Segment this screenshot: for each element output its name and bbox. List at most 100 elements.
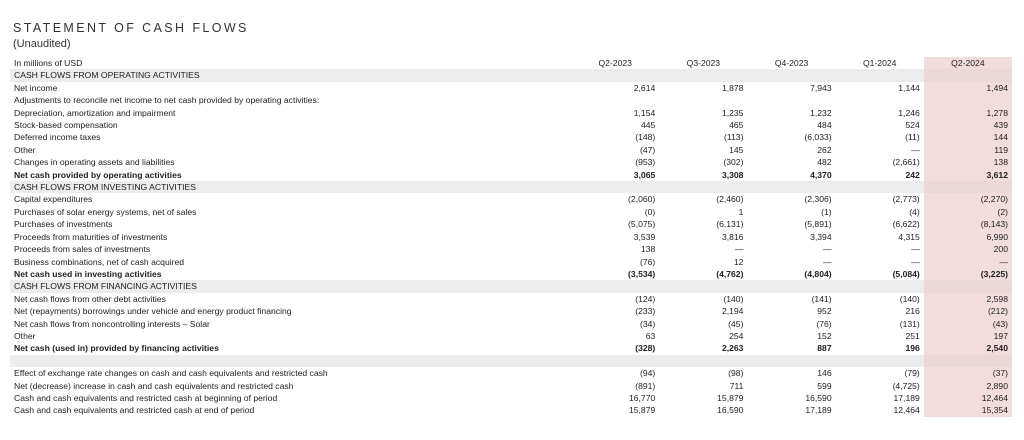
table-row: CASH FLOWS FROM INVESTING ACTIVITIES [10, 181, 1012, 194]
value-cell: (140) [723, 293, 744, 304]
row-label: Net cash flows from noncontrolling inter… [14, 318, 210, 329]
value-cell: 1,154 [633, 107, 656, 118]
value-cell: 711 [729, 380, 744, 391]
value-cell: 63 [645, 330, 656, 341]
table-row: Proceeds from sales of investments 138 — — —… [10, 243, 1012, 256]
value-cell: 445 [640, 120, 656, 131]
row-label: Depreciation, amortization and impairmen… [14, 107, 176, 118]
value-cell: (2,661) [892, 157, 920, 168]
value-cell-highlighted: 1,278 [923, 106, 1012, 120]
value-cell-highlighted: 2,540 [923, 342, 1012, 355]
row-label: Cash and cash equivalents and restricted… [14, 392, 278, 403]
section-heading: CASH FLOWS FROM FINANCING ACTIVITIES [10, 280, 572, 293]
period-header: Q2-2023 [598, 58, 632, 68]
value-cell [747, 280, 836, 293]
table-row: Business combinations, net of cash acqui… [10, 255, 1012, 268]
value-cell: — [823, 244, 832, 255]
table-row: Proceeds from maturities of investments 3… [10, 230, 1012, 244]
value-cell-highlighted: 15,354 [923, 404, 1012, 417]
value-cell [571, 181, 660, 194]
value-cell-highlighted: 12,464 [923, 391, 1012, 405]
value-cell: 12,464 [893, 405, 920, 416]
value-cell-highlighted: 197 [923, 329, 1012, 343]
value-cell-highlighted: 138 [923, 156, 1012, 169]
value-cell-highlighted: (212) [923, 305, 1012, 318]
period-header-highlighted: Q2-2024 [923, 57, 1012, 70]
value-cell-highlighted: (2) [923, 205, 1012, 219]
value-cell: 1,878 [721, 82, 744, 93]
value-cell: (1) [821, 206, 832, 217]
value-cell-highlighted: (8,143) [923, 218, 1012, 231]
value-cell: (0) [644, 206, 656, 217]
value-cell: 599 [817, 380, 832, 391]
value-cell: (2,773) [892, 194, 920, 205]
value-cell [571, 354, 660, 368]
value-cell: (233) [635, 306, 656, 317]
value-cell: (79) [904, 368, 920, 379]
value-cell: (34) [639, 318, 656, 329]
table-row: Net cash provided by operating activitie… [10, 168, 1012, 182]
value-cell: (141) [811, 293, 832, 304]
value-cell-highlighted: 119 [923, 143, 1012, 157]
value-cell-highlighted: (2,270) [923, 193, 1012, 206]
row-label: Net cash used in investing activities [14, 268, 162, 279]
value-cell: 17,189 [805, 405, 832, 416]
value-cell: (6,622) [892, 219, 920, 230]
value-cell: (45) [728, 318, 744, 329]
value-cell: (4,725) [892, 380, 920, 391]
value-cell-highlighted: 3,612 [923, 168, 1012, 182]
value-cell: 3,065 [633, 169, 656, 180]
value-cell-highlighted: 439 [923, 119, 1012, 132]
table-row: Cash and cash equivalents and restricted… [10, 391, 1012, 405]
value-cell: 4,315 [898, 231, 920, 242]
table-row: Net income 2,614 1,878 7,943 1,144 1,494 [10, 81, 1012, 95]
row-label: Other [14, 330, 36, 341]
value-cell: — [734, 244, 744, 255]
value-cell: 254 [729, 330, 744, 341]
table-row: Adjustments to reconcile net income to n… [10, 94, 1012, 107]
row-label: Net cash flows from other debt activitie… [14, 293, 166, 304]
value-cell: 1,235 [721, 107, 744, 118]
value-cell-highlighted: 1,494 [923, 81, 1012, 95]
row-label: Net cash provided by operating activitie… [14, 169, 182, 180]
value-cell: (953) [635, 157, 656, 168]
value-cell: (4,762) [716, 268, 744, 279]
table-row: Changes in operating assets and liabilit… [10, 156, 1012, 169]
statement-title: STATEMENT OF CASH FLOWS [13, 21, 249, 35]
value-cell: 152 [817, 330, 832, 341]
table-row: Purchases of investments (5,075) (6,131) (5… [10, 218, 1012, 231]
value-cell: 887 [817, 343, 832, 354]
value-cell [835, 280, 924, 293]
value-cell: 3,816 [721, 231, 744, 242]
value-cell: 15,879 [628, 405, 656, 416]
table-row: Net (decrease) increase in cash and cash… [10, 379, 1012, 392]
value-cell: 1,232 [810, 107, 832, 118]
table-row: Other 63 254 152 251 197 [10, 329, 1012, 343]
value-cell: 12 [733, 256, 744, 267]
value-cell: (140) [899, 293, 920, 304]
value-cell: (11) [905, 132, 920, 143]
table-row: Net cash used in investing activities (3,… [10, 267, 1012, 281]
value-cell: (113) [724, 132, 744, 143]
value-cell: 2,614 [633, 82, 656, 93]
value-cell: 216 [905, 306, 920, 317]
value-cell: (4) [909, 206, 920, 217]
value-cell: 145 [729, 144, 744, 155]
row-label: Proceeds from maturities of investments [14, 231, 168, 242]
section-heading: CASH FLOWS FROM OPERATING ACTIVITIES [10, 69, 572, 82]
row-label: Capital expenditures [14, 194, 93, 205]
units-label: In millions of USD [14, 58, 83, 68]
value-cell [747, 94, 835, 106]
table-row: Depreciation, amortization and impairmen… [10, 106, 1012, 120]
section-heading: CASH FLOWS FROM INVESTING ACTIVITIES [10, 181, 572, 194]
value-cell-highlighted [923, 354, 1012, 368]
table-row: Net cash flows from other debt activitie… [10, 292, 1012, 306]
value-cell [571, 69, 660, 82]
value-cell: 196 [905, 343, 920, 354]
period-header: Q4-2023 [774, 58, 809, 68]
row-label: Purchases of solar energy systems, net o… [14, 206, 197, 217]
value-cell: — [911, 144, 920, 155]
value-cell-highlighted: (37) [923, 367, 1012, 380]
value-cell: 465 [729, 120, 744, 131]
table-row: Net cash (used in) provided by financing… [10, 342, 1012, 355]
